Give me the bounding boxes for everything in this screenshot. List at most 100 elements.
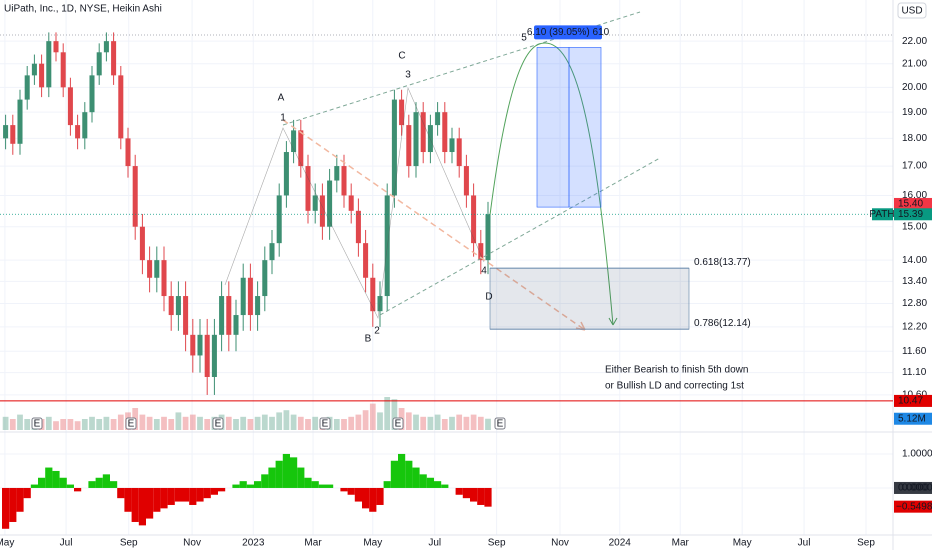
volume-bar [168,419,175,430]
measure-label-box [534,25,602,40]
earnings-marker [212,417,224,430]
volume-bar [290,414,297,430]
volume-bar [110,419,117,430]
currency[interactable]: USD [901,6,922,17]
volume-bar [247,419,254,430]
earnings-marker [125,417,137,430]
volume-bar [146,416,153,430]
volume-bar [17,414,23,430]
candle-body [391,99,397,196]
volume-bar [197,416,203,430]
candle-body [406,125,412,167]
candle-body [327,180,333,227]
candle-body [82,112,88,139]
oscillator-bar [383,481,391,488]
measure-label: 6.10 (39.05%) 610 [527,27,610,38]
symbol-label-box [872,208,893,221]
oscillator-bar [326,484,334,488]
wave-label: 2 [374,326,380,337]
volume-bar [355,414,362,430]
candle-body [111,41,117,76]
candle-body [197,334,203,356]
wave-label: 3 [405,70,411,81]
earnings-letter: E [497,419,504,430]
oscillator-bar [318,484,326,488]
volume-bar [463,416,470,430]
volume-bar [477,416,484,430]
oscillator-bar [426,477,434,488]
oscillator-bar [304,477,312,488]
wave-label: B [365,334,372,345]
candle-body [226,296,232,335]
volume-bar [470,414,477,430]
oscillator-bar [362,487,370,509]
fib-label: 0.786(12.14) [694,318,751,329]
x-tick-label: May [0,538,14,549]
arrow-head [608,317,618,326]
oscillator-bar [16,487,24,512]
candle-body [291,130,297,153]
candle-body [103,41,109,53]
volume-bar [261,414,268,430]
volume-bar [283,410,290,430]
x-tick-label: Jul [798,538,811,549]
y-tick-label: 15.00 [902,221,927,232]
oscillator-bar [117,487,125,499]
symbol-label: PATH [869,209,894,220]
osc-tick-label: 1.0000 [902,449,932,460]
candle-body [363,243,369,278]
x-tick-label: Sep [857,538,875,549]
channel-lower [379,157,661,316]
oscillator-bar [297,467,305,488]
osc-label-box [894,500,932,513]
volume-bar [81,419,88,430]
oscillator-bar [390,460,398,488]
candle-body [341,166,347,196]
volume-bar [161,416,167,430]
oscillator-bar [412,467,420,488]
candle-body [125,138,131,167]
candle-body [67,87,73,126]
volume-bar [89,416,95,430]
candle-body [262,260,268,297]
volume-bar [449,416,455,430]
candle-body [463,166,469,196]
volume-bar [305,419,311,430]
note-text: or Bullish LD and correcting 1st [605,381,744,392]
candle-body [204,334,210,377]
volume-bar [153,419,160,430]
oscillator-bar [203,487,211,499]
oscillator-bar [232,484,240,488]
wave-label: A [278,93,285,104]
volume-bar [434,414,441,430]
volume-bar [189,414,196,430]
candle-body [276,195,282,244]
volume-bar [391,399,398,430]
candle-body [89,75,95,113]
x-tick-label: Mar [672,538,690,549]
oscillator-bar [268,467,276,488]
candle-body [420,112,426,153]
candle-body [456,138,462,167]
volume-bar [276,412,283,430]
y-tick-label: 22.00 [902,36,927,47]
oscillator-bar [282,453,290,488]
oscillator-bar [95,477,103,488]
x-tick-label: Sep [488,538,506,549]
volume-bar [312,416,319,430]
oscillator-bar [376,487,384,505]
oscillator-bar [23,487,31,499]
currency-button[interactable] [897,2,927,19]
oscillator-bar [196,487,204,502]
candle-body [24,75,30,100]
volume-bar [139,414,146,430]
candle-body [53,41,59,53]
volume-bar [369,403,376,430]
candle-body [31,63,37,76]
osc-zero-label: 0.0000 [898,483,929,494]
oscillator-bar [405,460,413,488]
candle-body [211,334,217,377]
y-tick-label: 16.00 [902,190,927,201]
annotations: E E E E E E 6.10 (39.05%) 610 0.618(13.77) 0.786… [31,25,751,430]
candle-body [46,41,52,88]
